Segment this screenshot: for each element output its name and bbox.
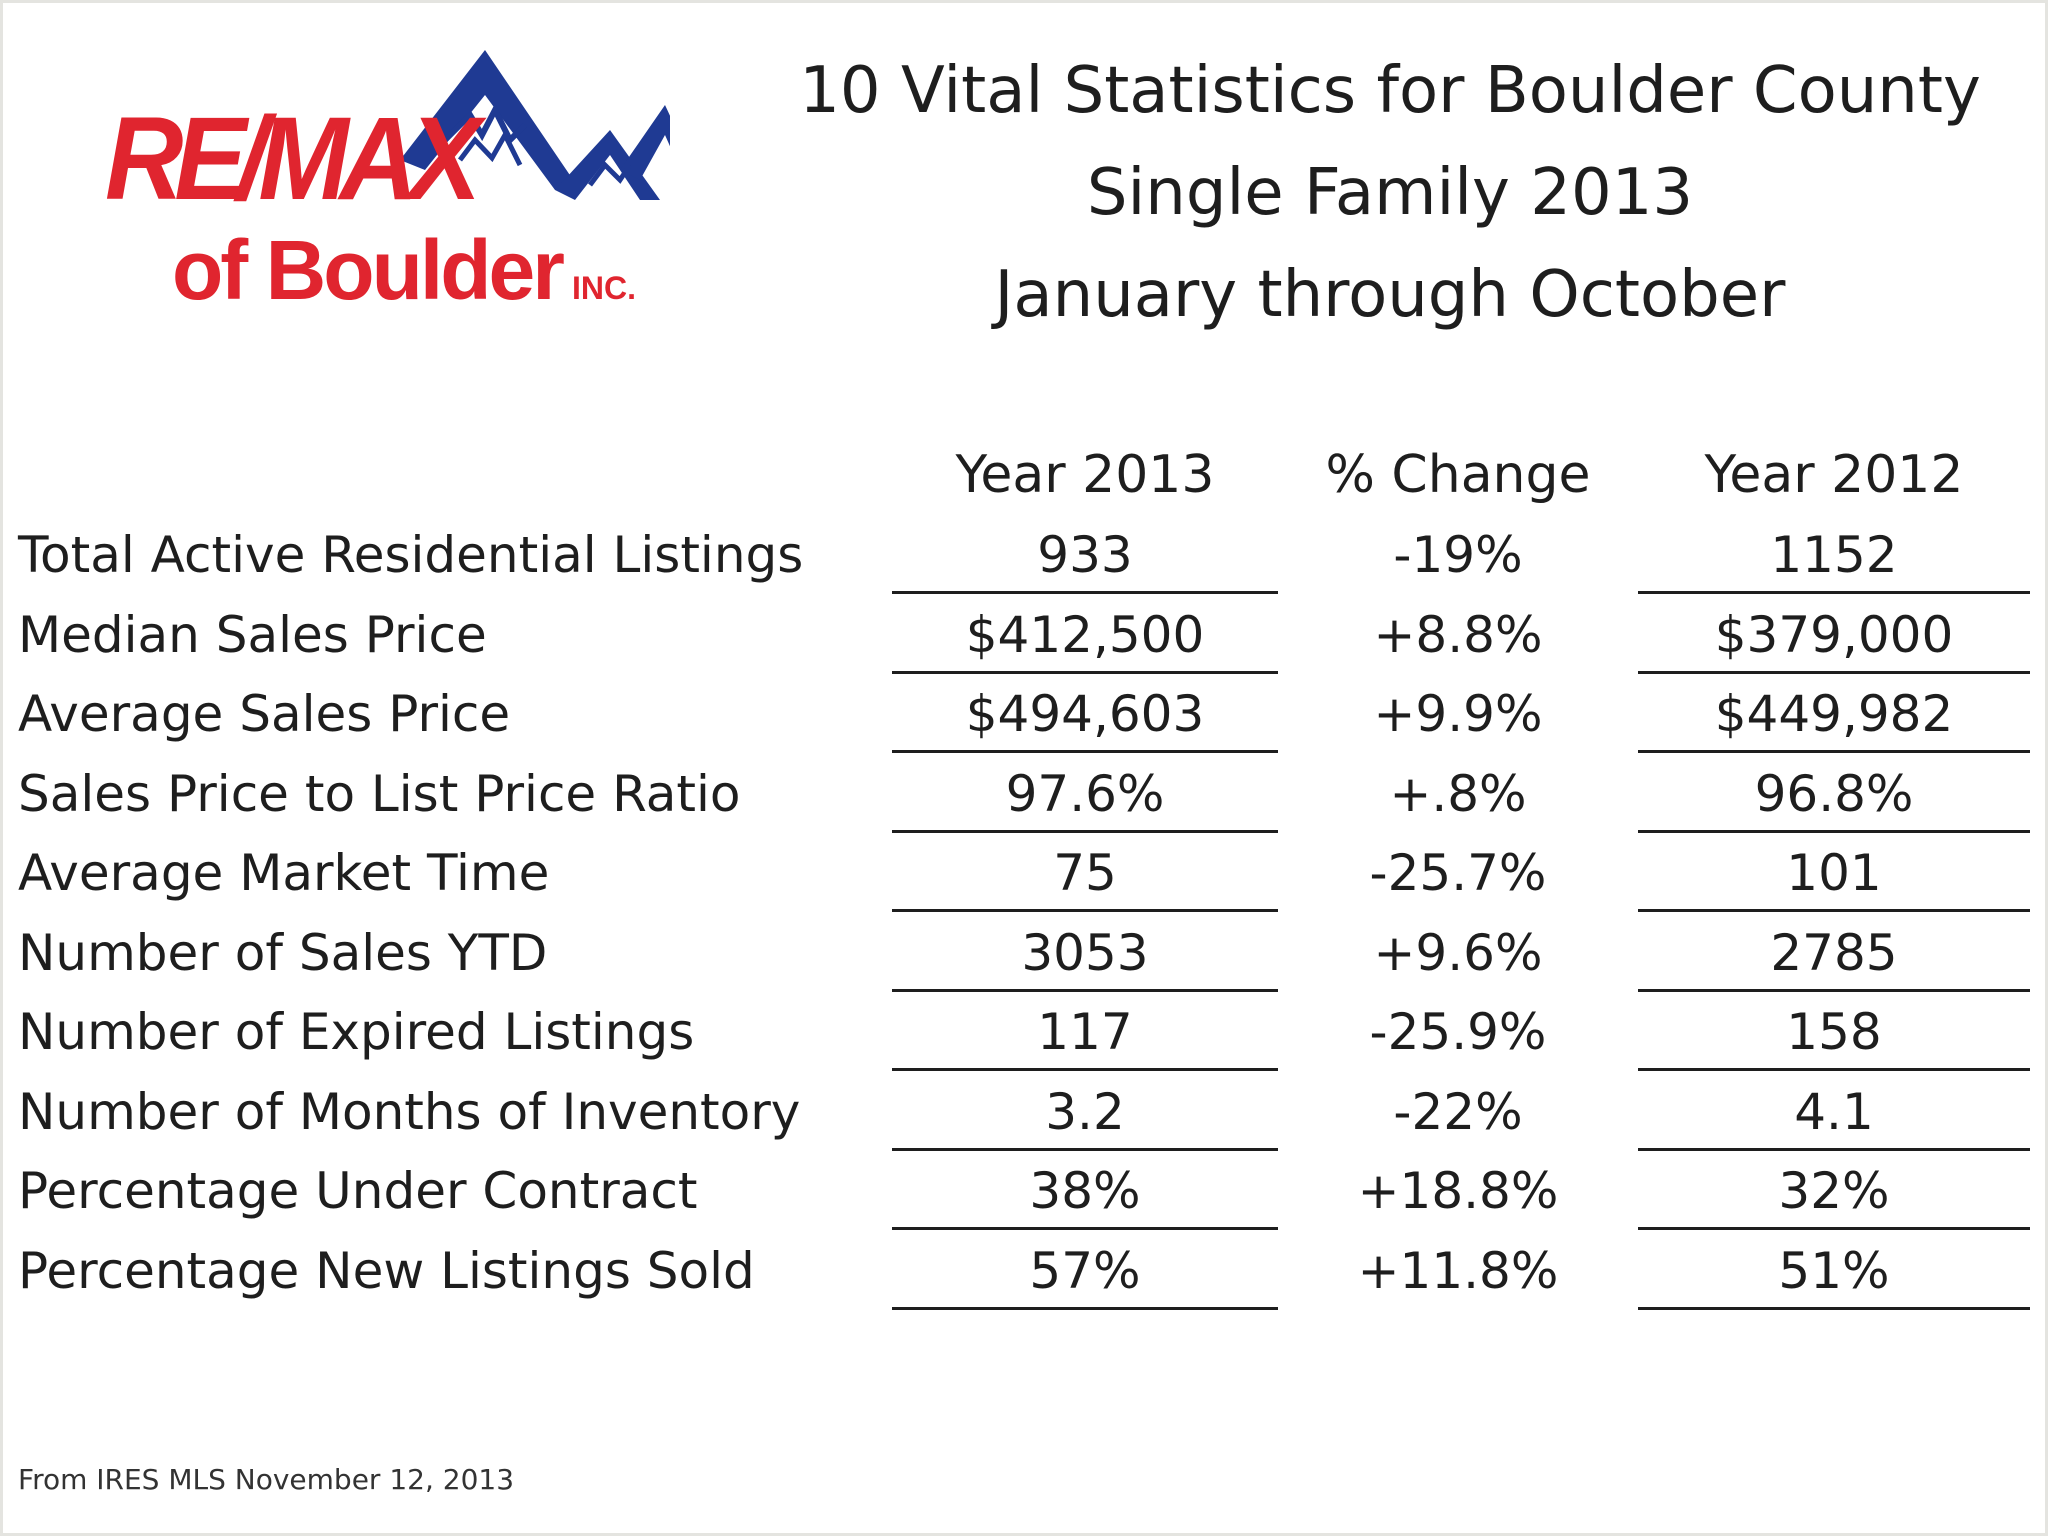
cell-year-2012: 4.1 [1794, 1082, 1874, 1141]
column-header-year-2012: Year 2012 [1704, 445, 1964, 505]
cell-percent-change: +9.9% [1373, 685, 1543, 743]
cell-percent-change: +8.8% [1373, 605, 1543, 664]
cell-percent-change: +11.8% [1357, 1241, 1559, 1300]
cell-percent-change: -19% [1393, 526, 1523, 584]
cell-underline [892, 1147, 1278, 1151]
cell-year-2013: 3053 [1021, 923, 1149, 982]
cell-year-2012: 2785 [1770, 923, 1898, 982]
cell-year-2013: $494,603 [965, 685, 1205, 743]
cell-underline [892, 750, 1278, 753]
row-label: Average Market Time [18, 844, 550, 902]
logo-sub-text: of Boulder INC. [172, 228, 636, 312]
title-line-2: Single Family 2013 [1086, 156, 1694, 230]
cell-underline [1638, 1306, 2030, 1310]
cell-underline [1638, 591, 2030, 594]
row-label: Median Sales Price [18, 605, 487, 664]
cell-underline [892, 988, 1278, 992]
row-label: Total Active Residential Listings [18, 526, 804, 584]
cell-underline [892, 1227, 1278, 1230]
mountain-icon [400, 50, 670, 200]
cell-percent-change: -22% [1393, 1082, 1523, 1141]
row-label: Number of Sales YTD [18, 923, 548, 982]
logo-brand-text: RE/MAX [105, 93, 481, 225]
cell-year-2013: 117 [1037, 1003, 1133, 1061]
cell-percent-change: +18.8% [1357, 1162, 1559, 1220]
cell-year-2013: 57% [1029, 1241, 1141, 1300]
cell-year-2013: 3.2 [1045, 1082, 1125, 1141]
cell-percent-change: -25.7% [1369, 844, 1547, 902]
cell-percent-change: +9.6% [1373, 923, 1543, 982]
cell-underline [892, 591, 1278, 594]
column-header-percent-change: % Change [1325, 445, 1591, 505]
source-note: From IRES MLS November 12, 2013 [18, 1463, 515, 1496]
cell-year-2013: 933 [1037, 526, 1133, 584]
cell-year-2012: $449,982 [1714, 685, 1954, 743]
title-line-1: 10 Vital Statistics for Boulder County [799, 54, 1981, 128]
row-label: Number of Expired Listings [18, 1003, 695, 1061]
column-header-year-2013: Year 2013 [955, 445, 1215, 505]
cell-year-2012: 32% [1778, 1162, 1890, 1220]
logo-sub-label: of Boulder [172, 223, 565, 317]
title-line-3: January through October [994, 258, 1786, 332]
remax-logo: RE/MAX of Boulder INC. [100, 40, 670, 330]
cell-underline [892, 829, 1278, 833]
page-title: 10 Vital Statistics for Boulder County S… [790, 40, 1990, 346]
cell-underline [1638, 1147, 2030, 1151]
cell-year-2013: 38% [1029, 1162, 1141, 1220]
logo-inc-label: INC. [571, 270, 636, 306]
cell-percent-change: +.8% [1389, 764, 1527, 823]
cell-underline [892, 670, 1278, 674]
cell-underline [1638, 670, 2030, 674]
cell-underline [1638, 909, 2030, 912]
cell-underline [892, 1068, 1278, 1071]
cell-year-2012: 96.8% [1754, 764, 1914, 823]
cell-year-2012: $379,000 [1714, 605, 1954, 664]
row-label: Percentage New Listings Sold [18, 1241, 755, 1300]
cell-year-2013: 75 [1053, 844, 1117, 902]
row-label: Sales Price to List Price Ratio [18, 764, 741, 823]
cell-year-2012: 101 [1786, 844, 1882, 902]
cell-underline [1638, 988, 2030, 992]
cell-underline [1638, 750, 2030, 753]
cell-underline [1638, 829, 2030, 833]
cell-underline [1638, 1068, 2030, 1071]
cell-underline [1638, 1227, 2030, 1230]
cell-underline [892, 909, 1278, 912]
cell-year-2013: $412,500 [965, 605, 1205, 664]
row-label: Number of Months of Inventory [18, 1082, 801, 1141]
row-label: Average Sales Price [18, 685, 511, 743]
stats-table: Year 2013 % Change Year 2012 Total Activ… [18, 445, 2030, 1310]
cell-percent-change: -25.9% [1369, 1003, 1547, 1061]
cell-year-2012: 1152 [1770, 526, 1898, 584]
cell-year-2012: 51% [1778, 1241, 1890, 1300]
cell-year-2012: 158 [1786, 1003, 1882, 1061]
row-label: Percentage Under Contract [18, 1162, 698, 1220]
cell-year-2013: 97.6% [1005, 764, 1165, 823]
cell-underline [892, 1306, 1278, 1310]
